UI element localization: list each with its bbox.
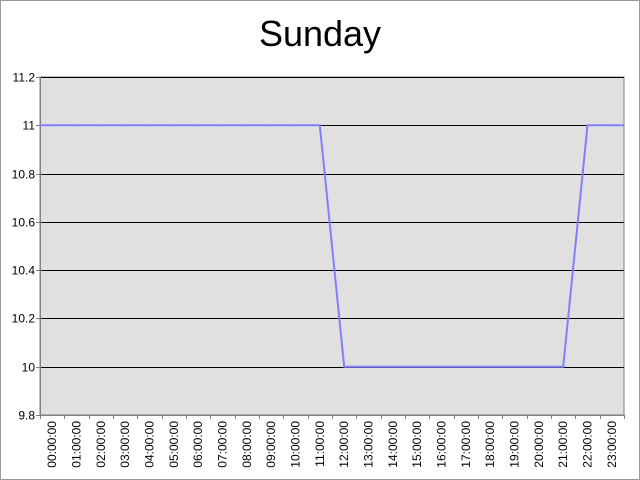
x-tick-label: 09:00:00	[264, 421, 278, 468]
y-tick-label: 9.8	[18, 409, 35, 423]
x-tick-label: 00:00:00	[45, 421, 59, 468]
x-tick-label: 23:00:00	[605, 421, 619, 468]
data-point-11:00:00	[319, 124, 321, 127]
x-tick-label: 10:00:00	[289, 421, 303, 468]
x-tick-label: 11:00:00	[313, 421, 327, 467]
y-tick-label: 10	[22, 361, 36, 375]
y-tick-label: 10.6	[12, 216, 36, 230]
x-tick-label: 22:00:00	[581, 421, 595, 468]
x-tick-label: 01:00:00	[70, 421, 84, 468]
data-point-09:00:00	[270, 124, 273, 127]
x-tick-label: 13:00:00	[362, 421, 376, 468]
data-point-10:00:00	[294, 124, 297, 127]
x-tick-label: 05:00:00	[167, 421, 181, 468]
x-tick-label: 16:00:00	[435, 421, 449, 468]
data-point-08:00:00	[246, 124, 248, 127]
x-tick-label: 08:00:00	[240, 421, 254, 468]
data-point-22:00:00	[586, 124, 589, 127]
data-point-15:00:00	[416, 365, 419, 368]
x-tick-label: 18:00:00	[483, 421, 497, 468]
data-point-21:00:00	[562, 365, 564, 368]
x-tick-label: 17:00:00	[459, 421, 473, 468]
x-tick-label: 06:00:00	[191, 421, 205, 468]
data-point-14:00:00	[392, 365, 394, 368]
y-tick-label: 11	[23, 119, 36, 133]
data-point-06:00:00	[197, 124, 199, 127]
y-tick-label: 10.8	[12, 168, 36, 182]
data-point-00:00:00	[51, 124, 53, 127]
chart-title: Sunday	[258, 13, 382, 54]
data-point-04:00:00	[148, 124, 151, 127]
y-tick-label: 10.2	[12, 312, 36, 326]
data-point-20:00:00	[538, 365, 540, 368]
data-point-13:00:00	[367, 365, 370, 368]
data-point-05:00:00	[173, 124, 175, 127]
x-tick-label: 15:00:00	[410, 421, 424, 468]
data-point-01:00:00	[75, 124, 78, 127]
data-point-12:00:00	[343, 365, 346, 368]
data-point-17:00:00	[465, 365, 467, 368]
y-tick-label: 11.2	[13, 71, 36, 85]
data-point-18:00:00	[489, 365, 492, 368]
x-tick-label: 07:00:00	[216, 421, 230, 468]
data-point-03:00:00	[124, 124, 126, 127]
x-tick-label: 02:00:00	[94, 421, 108, 468]
x-tick-label: 04:00:00	[143, 421, 157, 468]
series-line-sunday	[40, 124, 624, 368]
data-point-16:00:00	[440, 365, 443, 368]
x-tick-label: 21:00:00	[556, 421, 570, 468]
data-point-07:00:00	[221, 124, 224, 127]
x-tick-label: 20:00:00	[532, 421, 546, 468]
x-tick-label: 03:00:00	[118, 421, 132, 468]
x-tick-label: 12:00:00	[337, 421, 351, 468]
x-tick-label: 14:00:00	[386, 421, 400, 468]
data-point-23:00:00	[611, 124, 613, 127]
x-tick-label: 19:00:00	[508, 421, 522, 468]
y-tick-label: 10.4	[12, 264, 36, 278]
data-point-02:00:00	[100, 124, 102, 127]
data-point-19:00:00	[513, 365, 516, 368]
